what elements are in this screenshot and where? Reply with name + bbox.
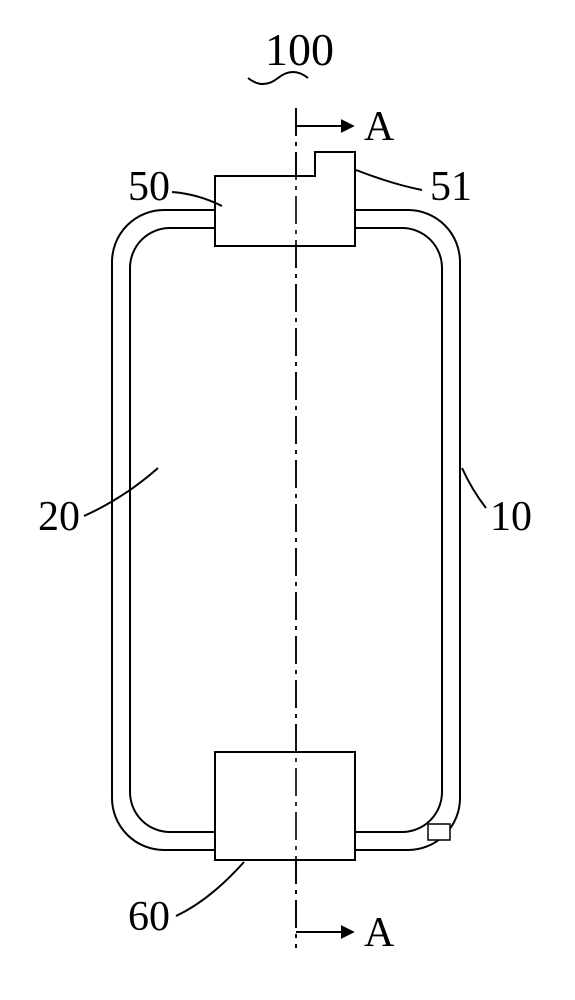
leader-60 bbox=[176, 862, 244, 916]
callout-label-20: 20 bbox=[38, 494, 80, 540]
bottom-right-notch bbox=[428, 824, 450, 840]
callout-label-50: 50 bbox=[128, 164, 170, 210]
top-terminal-block bbox=[215, 152, 355, 246]
leader-51 bbox=[356, 170, 422, 190]
callout-label-51: 51 bbox=[430, 164, 472, 210]
figure-number-label: 100 bbox=[265, 24, 334, 75]
callout-label-10: 10 bbox=[490, 494, 532, 540]
leader-10 bbox=[462, 468, 486, 508]
bottom-terminal-block bbox=[215, 752, 355, 860]
section-label-bottom: A bbox=[364, 910, 395, 956]
callout-label-60: 60 bbox=[128, 894, 170, 940]
section-label-top: A bbox=[364, 104, 395, 150]
